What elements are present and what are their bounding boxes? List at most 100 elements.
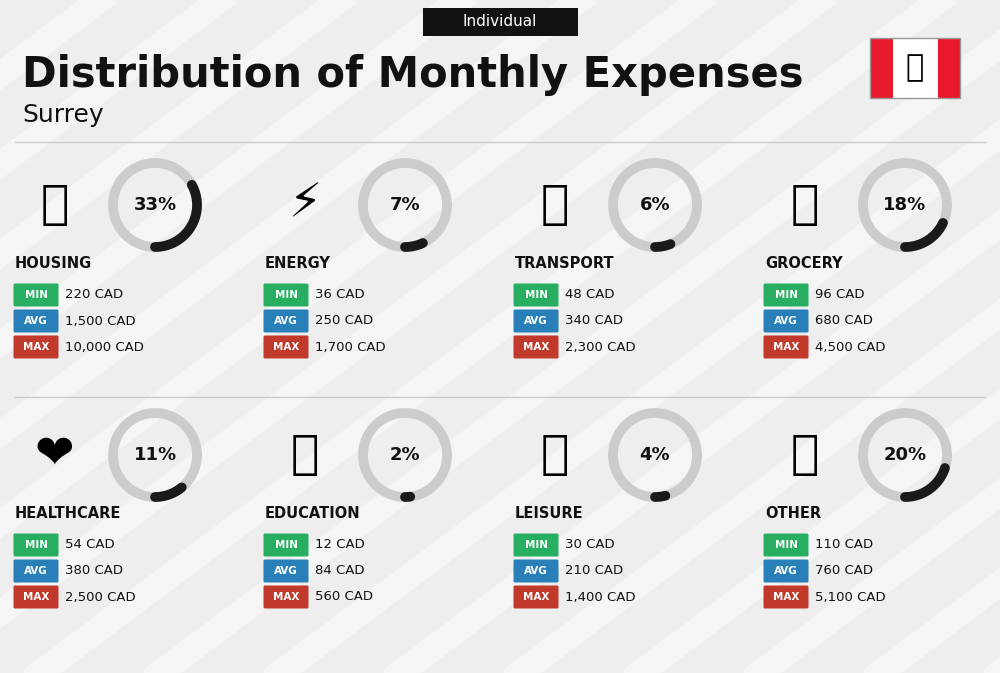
FancyBboxPatch shape bbox=[14, 283, 58, 306]
FancyBboxPatch shape bbox=[14, 586, 58, 608]
Text: 6%: 6% bbox=[640, 196, 670, 214]
Text: 760 CAD: 760 CAD bbox=[815, 565, 873, 577]
FancyBboxPatch shape bbox=[514, 283, 558, 306]
Text: 560 CAD: 560 CAD bbox=[315, 590, 373, 604]
Text: 18%: 18% bbox=[883, 196, 927, 214]
Text: AVG: AVG bbox=[274, 316, 298, 326]
FancyBboxPatch shape bbox=[893, 38, 938, 98]
Text: HEALTHCARE: HEALTHCARE bbox=[15, 505, 121, 520]
Text: ⚡: ⚡ bbox=[288, 182, 322, 227]
Text: MAX: MAX bbox=[523, 342, 549, 352]
Text: MAX: MAX bbox=[523, 592, 549, 602]
FancyBboxPatch shape bbox=[764, 310, 808, 332]
Text: MIN: MIN bbox=[774, 540, 798, 550]
Text: 2,500 CAD: 2,500 CAD bbox=[65, 590, 136, 604]
Text: MAX: MAX bbox=[23, 592, 49, 602]
Text: 680 CAD: 680 CAD bbox=[815, 314, 873, 328]
Text: 36 CAD: 36 CAD bbox=[315, 289, 365, 302]
Text: 84 CAD: 84 CAD bbox=[315, 565, 364, 577]
Text: ENERGY: ENERGY bbox=[265, 256, 331, 271]
Text: MAX: MAX bbox=[773, 592, 799, 602]
Text: 48 CAD: 48 CAD bbox=[565, 289, 614, 302]
Text: MAX: MAX bbox=[273, 592, 299, 602]
Text: AVG: AVG bbox=[774, 316, 798, 326]
FancyBboxPatch shape bbox=[764, 559, 808, 583]
FancyBboxPatch shape bbox=[264, 310, 308, 332]
FancyBboxPatch shape bbox=[514, 559, 558, 583]
Text: 220 CAD: 220 CAD bbox=[65, 289, 123, 302]
FancyBboxPatch shape bbox=[514, 310, 558, 332]
Text: 340 CAD: 340 CAD bbox=[565, 314, 623, 328]
Text: AVG: AVG bbox=[524, 316, 548, 326]
Text: 🍁: 🍁 bbox=[906, 53, 924, 83]
Text: 1,500 CAD: 1,500 CAD bbox=[65, 314, 136, 328]
Text: 1,400 CAD: 1,400 CAD bbox=[565, 590, 636, 604]
Text: TRANSPORT: TRANSPORT bbox=[515, 256, 615, 271]
Text: 210 CAD: 210 CAD bbox=[565, 565, 623, 577]
FancyBboxPatch shape bbox=[764, 283, 808, 306]
Text: 12 CAD: 12 CAD bbox=[315, 538, 365, 551]
Text: 110 CAD: 110 CAD bbox=[815, 538, 873, 551]
Text: AVG: AVG bbox=[24, 316, 48, 326]
FancyBboxPatch shape bbox=[14, 310, 58, 332]
Text: MIN: MIN bbox=[524, 540, 548, 550]
Text: 🚌: 🚌 bbox=[541, 182, 569, 227]
Text: AVG: AVG bbox=[24, 566, 48, 576]
Text: MIN: MIN bbox=[274, 540, 298, 550]
Text: MIN: MIN bbox=[774, 290, 798, 300]
Text: 2,300 CAD: 2,300 CAD bbox=[565, 341, 636, 353]
FancyBboxPatch shape bbox=[938, 38, 960, 98]
Text: 33%: 33% bbox=[133, 196, 177, 214]
FancyBboxPatch shape bbox=[14, 534, 58, 557]
FancyBboxPatch shape bbox=[14, 336, 58, 359]
Text: GROCERY: GROCERY bbox=[765, 256, 843, 271]
Text: 7%: 7% bbox=[390, 196, 420, 214]
Text: Surrey: Surrey bbox=[22, 103, 104, 127]
Text: 54 CAD: 54 CAD bbox=[65, 538, 115, 551]
FancyBboxPatch shape bbox=[264, 559, 308, 583]
FancyBboxPatch shape bbox=[264, 283, 308, 306]
Text: MIN: MIN bbox=[524, 290, 548, 300]
FancyBboxPatch shape bbox=[422, 8, 578, 36]
Text: MIN: MIN bbox=[24, 290, 48, 300]
Text: 1,700 CAD: 1,700 CAD bbox=[315, 341, 386, 353]
Text: AVG: AVG bbox=[274, 566, 298, 576]
Text: 380 CAD: 380 CAD bbox=[65, 565, 123, 577]
Text: 🛒: 🛒 bbox=[791, 182, 819, 227]
Text: HOUSING: HOUSING bbox=[15, 256, 92, 271]
Text: 2%: 2% bbox=[390, 446, 420, 464]
Text: 4%: 4% bbox=[640, 446, 670, 464]
FancyBboxPatch shape bbox=[764, 534, 808, 557]
Text: LEISURE: LEISURE bbox=[515, 505, 584, 520]
Text: MAX: MAX bbox=[23, 342, 49, 352]
Text: Distribution of Monthly Expenses: Distribution of Monthly Expenses bbox=[22, 54, 804, 96]
FancyBboxPatch shape bbox=[870, 38, 893, 98]
Text: 96 CAD: 96 CAD bbox=[815, 289, 864, 302]
FancyBboxPatch shape bbox=[514, 336, 558, 359]
Text: MIN: MIN bbox=[274, 290, 298, 300]
Text: MAX: MAX bbox=[773, 342, 799, 352]
FancyBboxPatch shape bbox=[764, 586, 808, 608]
Text: 5,100 CAD: 5,100 CAD bbox=[815, 590, 886, 604]
Text: MIN: MIN bbox=[24, 540, 48, 550]
Text: 4,500 CAD: 4,500 CAD bbox=[815, 341, 886, 353]
FancyBboxPatch shape bbox=[264, 534, 308, 557]
FancyBboxPatch shape bbox=[514, 534, 558, 557]
Text: ❤️: ❤️ bbox=[35, 433, 75, 478]
Text: 🛍️: 🛍️ bbox=[541, 433, 569, 478]
FancyBboxPatch shape bbox=[14, 559, 58, 583]
Text: OTHER: OTHER bbox=[765, 505, 821, 520]
Text: Individual: Individual bbox=[463, 15, 537, 30]
Text: 10,000 CAD: 10,000 CAD bbox=[65, 341, 144, 353]
FancyBboxPatch shape bbox=[514, 586, 558, 608]
Text: 11%: 11% bbox=[133, 446, 177, 464]
Text: AVG: AVG bbox=[524, 566, 548, 576]
Text: 20%: 20% bbox=[883, 446, 927, 464]
Text: AVG: AVG bbox=[774, 566, 798, 576]
FancyBboxPatch shape bbox=[764, 336, 808, 359]
FancyBboxPatch shape bbox=[264, 336, 308, 359]
Text: 30 CAD: 30 CAD bbox=[565, 538, 615, 551]
Text: 🎓: 🎓 bbox=[291, 433, 319, 478]
Text: 250 CAD: 250 CAD bbox=[315, 314, 373, 328]
Text: 🏙: 🏙 bbox=[41, 182, 69, 227]
